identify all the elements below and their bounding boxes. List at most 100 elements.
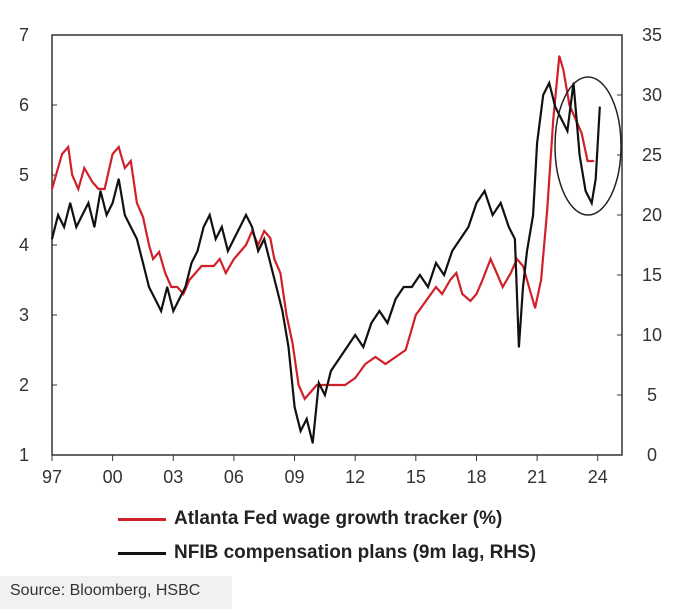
x-tick-label: 09	[285, 467, 305, 487]
nfib-point	[311, 442, 314, 444]
nfib-point	[475, 202, 478, 204]
nfib-point	[196, 250, 199, 252]
nfib-point	[69, 202, 71, 204]
nfib-point	[299, 430, 302, 432]
wage-point	[233, 258, 235, 260]
wage-point	[251, 230, 253, 232]
left-tick-label: 6	[19, 95, 29, 115]
nfib-point	[160, 310, 162, 312]
x-tick-label: 12	[345, 467, 365, 487]
nfib-point	[330, 370, 332, 372]
nfib-point	[57, 214, 59, 216]
nfib-point	[166, 286, 168, 288]
x-tick-label: 97	[42, 467, 62, 487]
nfib-point	[275, 286, 278, 288]
wage-point	[176, 286, 179, 288]
nfib-point	[63, 226, 65, 228]
x-axis-ticks: 97 00 03 06 09 12 15 18 21 24	[42, 455, 608, 487]
nfib-point	[548, 82, 550, 84]
x-tick-label: 15	[406, 467, 426, 487]
left-tick-label: 1	[19, 445, 29, 465]
right-tick-label: 5	[647, 385, 657, 405]
legend-item-nfib: NFIB compensation plans (9m lag, RHS)	[118, 542, 536, 564]
left-tick-label: 5	[19, 165, 29, 185]
wage-growth-line	[50, 55, 594, 402]
wage-point	[188, 279, 191, 281]
nfib-point	[427, 286, 429, 288]
nfib-point	[111, 202, 114, 204]
nfib-point	[81, 214, 84, 216]
wage-point	[528, 286, 530, 288]
nfib-point	[451, 250, 454, 252]
nfib-point	[124, 214, 126, 216]
wage-point	[158, 251, 160, 253]
nfib-point	[51, 238, 53, 240]
wage-point	[558, 55, 561, 57]
nfib-point	[532, 214, 534, 216]
wage-point	[469, 300, 472, 302]
wage-point	[449, 279, 452, 281]
wage-point	[540, 279, 542, 281]
right-axis-ticks: 0 5 10 15 20 25 30 35	[617, 25, 662, 465]
wage-point	[148, 244, 150, 246]
nfib-point	[526, 250, 528, 252]
nfib-compensation-line	[50, 79, 601, 444]
wage-point	[170, 286, 173, 288]
nfib-point	[554, 106, 557, 108]
nfib-point	[362, 346, 365, 348]
wage-point	[562, 69, 565, 71]
nfib-point	[202, 226, 205, 228]
legend-swatch-nfib	[118, 551, 166, 555]
wage-point	[303, 398, 306, 400]
nfib-point	[136, 238, 138, 240]
wage-point	[297, 384, 300, 386]
nfib-point	[435, 262, 437, 264]
nfib-point	[584, 190, 587, 192]
wage-point	[415, 314, 417, 316]
nfib-point	[99, 190, 102, 192]
series-points	[51, 55, 601, 444]
nfib-point	[287, 346, 290, 348]
wage-point	[322, 384, 324, 386]
nfib-point	[257, 250, 260, 252]
nfib-point	[514, 238, 516, 240]
wage-point	[212, 265, 215, 267]
nfib-point	[370, 322, 373, 324]
wage-point	[269, 237, 272, 239]
nfib-point	[518, 346, 520, 348]
wage-point	[67, 146, 69, 148]
nfib-point	[566, 130, 569, 132]
nfib-point	[560, 118, 563, 120]
nfib-point	[172, 310, 175, 312]
nfib-point	[324, 394, 326, 396]
nfib-point	[394, 298, 397, 300]
wage-point	[291, 342, 294, 344]
wage-point	[51, 188, 53, 190]
wage-point	[394, 356, 397, 358]
wage-point	[522, 265, 524, 267]
x-tick-label: 21	[527, 467, 547, 487]
wage-point	[245, 244, 247, 246]
wage-point	[580, 132, 583, 134]
wage-point	[83, 167, 86, 169]
wage-point	[182, 293, 185, 295]
wage-point	[142, 216, 144, 218]
wage-point	[425, 300, 427, 302]
wage-point	[384, 363, 387, 365]
left-axis-ticks: 1 2 3 4 5 6 7	[19, 25, 57, 465]
wage-point	[354, 377, 357, 379]
nfib-point	[305, 418, 308, 420]
right-tick-label: 15	[642, 265, 662, 285]
left-tick-label: 3	[19, 305, 29, 325]
nfib-point	[508, 226, 510, 228]
left-tick-label: 7	[19, 25, 29, 45]
legend-label-nfib: NFIB compensation plans (9m lag, RHS)	[174, 542, 537, 563]
nfib-point	[117, 178, 120, 180]
nfib-point	[338, 358, 340, 360]
nfib-point	[411, 286, 413, 288]
nfib-point	[419, 274, 421, 276]
wage-point	[534, 307, 536, 309]
source-background	[0, 576, 232, 609]
wage-point	[328, 384, 330, 386]
source-note: Source: Bloomberg, HSBC	[10, 582, 201, 599]
